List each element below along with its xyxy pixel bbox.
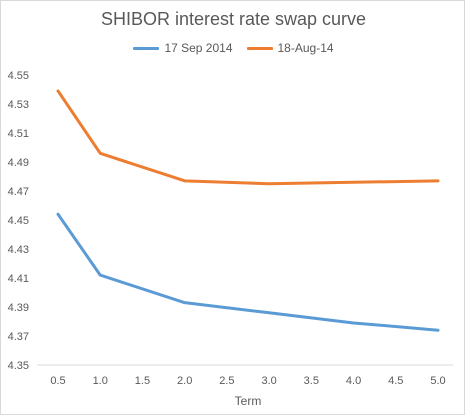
y-tick-label: 4.35: [8, 360, 29, 372]
y-tick-label: 4.55: [8, 70, 29, 82]
y-tick-label: 4.43: [8, 244, 29, 256]
chart-legend: 17 Sep 2014 18-Aug-14: [1, 41, 465, 55]
x-tick-label: 1.5: [135, 375, 150, 387]
y-tick-label: 4.37: [8, 331, 29, 343]
y-tick-label: 4.51: [8, 128, 29, 140]
legend-label-series-1: 17 Sep 2014: [164, 41, 233, 55]
x-tick-label: 3.0: [261, 375, 276, 387]
series-line-2: [56, 89, 440, 186]
y-tick-label: 4.45: [8, 215, 29, 227]
legend-entry-series-2: 18-Aug-14: [246, 41, 334, 55]
series-line-1: [56, 212, 440, 332]
x-axis-title: Term: [235, 394, 262, 408]
x-tick-label: 2.0: [177, 375, 192, 387]
legend-swatch-series-2: [246, 46, 273, 50]
legend-label-series-2: 18-Aug-14: [277, 41, 334, 55]
x-tick-label: 1.0: [93, 375, 108, 387]
chart-title: SHIBOR interest rate swap curve: [100, 9, 367, 29]
x-axis-ticks: 0.5 1.0 1.5 2.0 2.5 3.0 3.5 4.0 4.5 5.0: [50, 375, 445, 387]
y-tick-label: 4.41: [8, 273, 29, 285]
x-tick-label: 4.0: [346, 375, 361, 387]
y-tick-label: 4.39: [8, 302, 29, 314]
legend-swatch-series-1: [133, 46, 160, 50]
x-tick-label: 4.5: [388, 375, 403, 387]
x-tick-label: 2.5: [219, 375, 234, 387]
y-tick-label: 4.47: [8, 186, 29, 198]
y-tick-label: 4.53: [8, 99, 29, 111]
y-axis-ticks: 4.35 4.37 4.39 4.41 4.43 4.45 4.47 4.49 4.51 4.53…: [8, 70, 29, 372]
x-tick-label: 3.5: [304, 375, 319, 387]
x-tick-label: 5.0: [430, 375, 445, 387]
legend-entry-series-1: 17 Sep 2014: [133, 41, 233, 55]
series-layer: [56, 89, 440, 332]
x-tick-label: 0.5: [50, 375, 65, 387]
y-tick-label: 4.49: [8, 157, 29, 169]
